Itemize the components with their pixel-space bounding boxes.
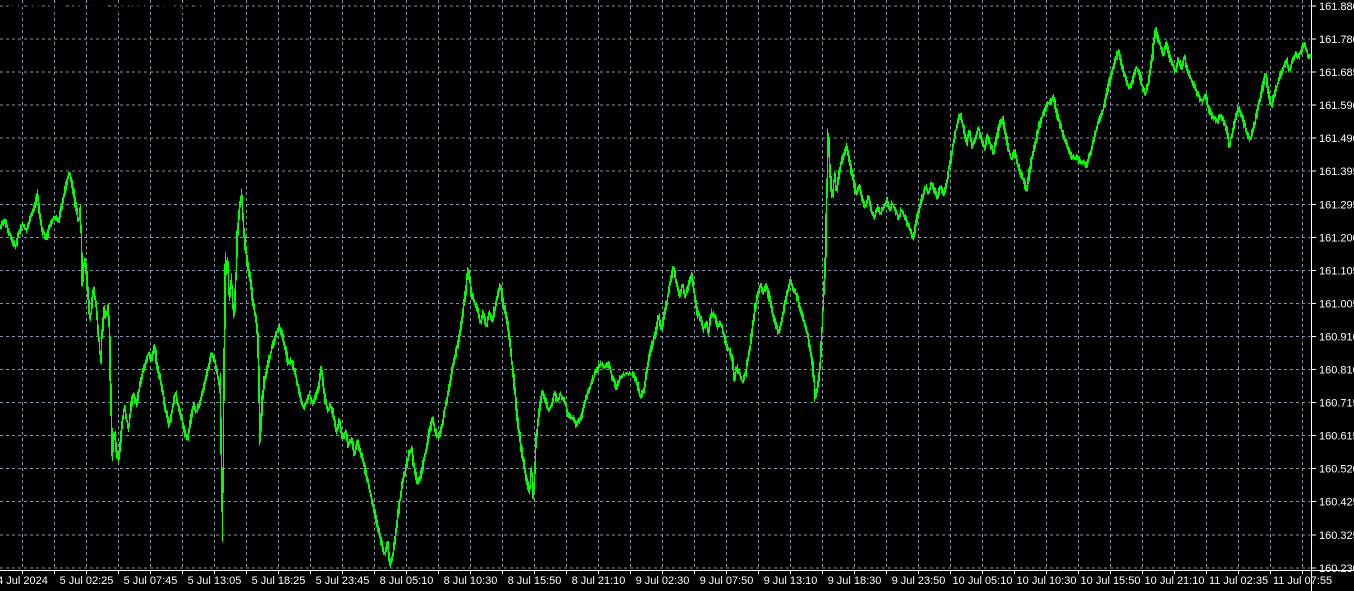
price-axis-label: 161.590 bbox=[1319, 100, 1354, 112]
price-axis-label: 160.715 bbox=[1319, 398, 1354, 410]
grid-lines bbox=[0, 0, 1310, 570]
time-axis-label: 4 Jul 2024 bbox=[0, 575, 48, 587]
price-axis-label: 161.685 bbox=[1319, 67, 1354, 79]
price-axis-label: 161.490 bbox=[1319, 133, 1354, 145]
time-axis[interactable]: 4 Jul 2024 5 Jul 02:25 5 Jul 07:45 5 Jul 13… bbox=[0, 575, 1332, 587]
time-axis-label: 9 Jul 02:30 bbox=[636, 575, 690, 587]
time-axis-label: 9 Jul 23:50 bbox=[892, 575, 946, 587]
price-axis-label: 161.395 bbox=[1319, 166, 1354, 178]
price-axis-label: 160.230 bbox=[1319, 563, 1354, 575]
price-axis-label: 161.880 bbox=[1319, 1, 1354, 13]
price-axis-label: 160.520 bbox=[1319, 464, 1354, 476]
time-axis-label: 5 Jul 07:45 bbox=[124, 575, 178, 587]
time-axis-label: 9 Jul 07:50 bbox=[700, 575, 754, 587]
price-axis-label: 160.325 bbox=[1319, 530, 1354, 542]
time-axis-label: 8 Jul 15:50 bbox=[508, 575, 562, 587]
price-axis[interactable]: 161.880 161.780 161.685 161.590 161.490 161.3… bbox=[1319, 1, 1354, 575]
time-axis-label: 9 Jul 13:10 bbox=[764, 575, 818, 587]
time-axis-label: 5 Jul 18:25 bbox=[252, 575, 306, 587]
price-axis-label: 161.200 bbox=[1319, 232, 1354, 244]
price-axis-label: 161.780 bbox=[1319, 34, 1354, 46]
price-series bbox=[0, 27, 1311, 568]
time-axis-label: 11 Jul 02:35 bbox=[1209, 575, 1268, 587]
price-axis-label: 160.810 bbox=[1319, 365, 1354, 377]
price-axis-label: 161.005 bbox=[1319, 298, 1354, 310]
time-axis-label: 10 Jul 10:30 bbox=[1017, 575, 1077, 587]
price-axis-label: 161.295 bbox=[1319, 199, 1354, 211]
time-axis-label: 5 Jul 13:05 bbox=[188, 575, 242, 587]
time-axis-label: 8 Jul 10:30 bbox=[444, 575, 498, 587]
price-axis-label: 160.910 bbox=[1319, 331, 1354, 343]
time-axis-label: 10 Jul 15:50 bbox=[1081, 575, 1141, 587]
price-axis-label: 160.425 bbox=[1319, 497, 1354, 509]
chart-title-ohlc: USDJPY,M5 157.875 157.888 157.813 157.88… bbox=[3, 4, 235, 16]
time-axis-label: 5 Jul 02:25 bbox=[60, 575, 114, 587]
usdjpy-price-bars bbox=[0, 27, 1311, 568]
time-axis-label: 8 Jul 21:10 bbox=[572, 575, 626, 587]
time-axis-label: 11 Jul 07:55 bbox=[1273, 575, 1332, 587]
time-axis-label: 10 Jul 21:10 bbox=[1145, 575, 1205, 587]
price-axis-label: 160.615 bbox=[1319, 431, 1354, 443]
time-axis-label: 9 Jul 18:30 bbox=[828, 575, 882, 587]
time-axis-label: 5 Jul 23:45 bbox=[316, 575, 370, 587]
time-axis-label: 8 Jul 05:10 bbox=[380, 575, 434, 587]
price-axis-label: 161.105 bbox=[1319, 265, 1354, 277]
time-axis-label: 10 Jul 05:10 bbox=[953, 575, 1013, 587]
